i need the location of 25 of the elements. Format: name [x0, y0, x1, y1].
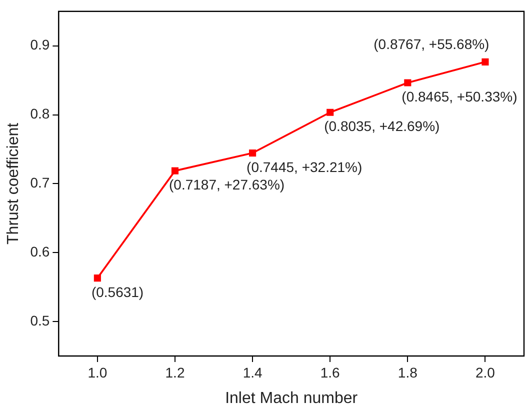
point: [482, 58, 489, 66]
y-tick-label: 0.7: [30, 174, 50, 191]
point: [404, 79, 412, 86]
y-tick-label: 0.5: [30, 312, 50, 328]
x-axis-title: Inlet Mach number: [225, 390, 358, 407]
x-tick-label: 1.4: [242, 364, 262, 380]
y-axis-title: Thrust coefficient: [5, 122, 22, 244]
x-tick-label: 1.0: [88, 364, 108, 380]
point: [326, 108, 334, 116]
y-tick-label: 0.9: [30, 36, 50, 53]
data-label: (0.8767, +55.68%): [374, 36, 490, 52]
data-label: (0.7445, +32.21%): [246, 158, 362, 175]
data-label: (0.5631): [91, 284, 144, 300]
point: [94, 274, 101, 282]
point: [249, 149, 256, 157]
data-label: (0.8465, +50.33%): [402, 88, 518, 105]
x-tick-label: 1.2: [165, 364, 185, 380]
x-tick-label: 1.8: [398, 364, 418, 380]
x-tick-label: 1.6: [320, 364, 340, 380]
data-label: (0.7187, +27.63%): [168, 176, 285, 193]
point: [171, 167, 179, 174]
data-label: (0.8035, +42.69%): [324, 118, 440, 134]
y-tick-label: 0.8: [30, 106, 50, 122]
x-tick-label: 2.0: [475, 364, 496, 380]
y-tick-label: 0.6: [30, 243, 50, 260]
